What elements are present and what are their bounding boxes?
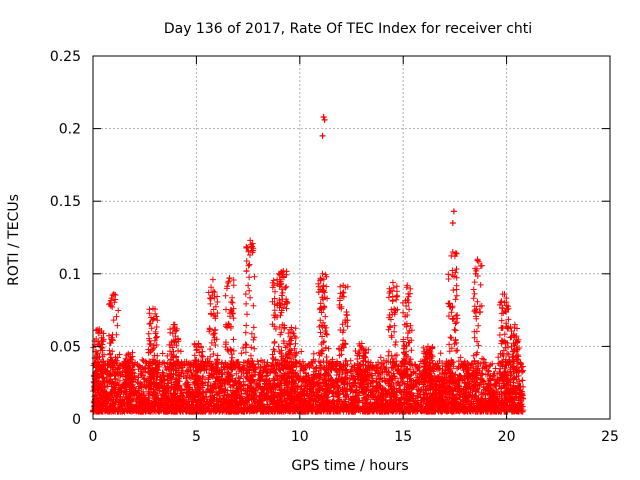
x-tick-label: 20 bbox=[498, 429, 516, 445]
x-tick-label: 5 bbox=[192, 429, 201, 445]
x-tick-label: 10 bbox=[291, 429, 309, 445]
outlier-point bbox=[449, 219, 456, 226]
outlier-point bbox=[450, 208, 457, 215]
y-tick-label: 0.2 bbox=[59, 122, 81, 138]
chart-title: Day 136 of 2017, Rate Of TEC Index for r… bbox=[164, 21, 532, 37]
outlier-point bbox=[226, 275, 233, 282]
scatter-points bbox=[90, 237, 527, 415]
outlier-point bbox=[344, 317, 351, 324]
outlier-point bbox=[248, 241, 255, 248]
data-points bbox=[90, 113, 527, 415]
outlier-point bbox=[171, 321, 178, 328]
x-axis-label: GPS time / hours bbox=[291, 458, 408, 474]
y-tick-label: 0 bbox=[72, 412, 81, 428]
outlier-point bbox=[321, 116, 328, 123]
plot-frame bbox=[92, 55, 611, 420]
y-tick-label: 0.15 bbox=[50, 194, 81, 210]
outlier-point bbox=[249, 247, 256, 254]
x-tick-label: 25 bbox=[601, 429, 619, 445]
axis-ticks: 0 5 10 15 20 25 0 0.05 0.1 0.15 0.2 0.25 bbox=[50, 49, 619, 445]
x-tick-label: 15 bbox=[394, 429, 412, 445]
outlier-point bbox=[472, 270, 479, 277]
y-tick-label: 0.05 bbox=[50, 339, 81, 355]
outlier-point bbox=[320, 113, 327, 120]
x-tick-label: 0 bbox=[89, 429, 98, 445]
y-axis-label: ROTI / TECUs bbox=[6, 194, 22, 286]
y-tick-label: 0.1 bbox=[59, 267, 81, 283]
outlier-point bbox=[319, 132, 326, 139]
y-tick-label: 0.25 bbox=[50, 49, 81, 65]
grid bbox=[93, 56, 610, 419]
